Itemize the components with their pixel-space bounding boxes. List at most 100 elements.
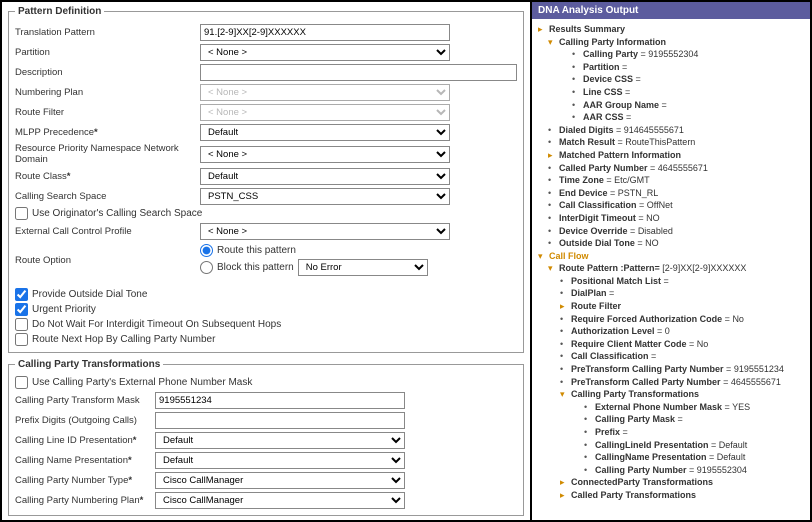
kv-key: Require Forced Authorization Code bbox=[571, 314, 722, 324]
css-select[interactable]: PSTN_CSS bbox=[200, 188, 450, 205]
called-pt-node[interactable]: Called Party Transformations bbox=[571, 489, 696, 502]
use-mask-checkbox[interactable] bbox=[15, 376, 28, 389]
bullet-icon bbox=[572, 48, 580, 61]
dna-tree: Results Summary Calling Party Informatio… bbox=[532, 19, 810, 506]
kv-key: Called Party Number bbox=[559, 163, 648, 173]
connected-pt-node[interactable]: ConnectedParty Transformations bbox=[571, 476, 713, 489]
prefix-input[interactable] bbox=[155, 412, 405, 429]
kv-key: Dialed Digits bbox=[559, 125, 614, 135]
bullet-icon bbox=[548, 199, 556, 212]
mask-input[interactable] bbox=[155, 392, 405, 409]
cpt-legend: Calling Party Transformations bbox=[15, 359, 163, 370]
kv-key: Route Pattern :Pattern= bbox=[559, 263, 660, 273]
results-summary-node[interactable]: Results Summary bbox=[549, 23, 625, 36]
kv-key: InterDigit Timeout bbox=[559, 213, 636, 223]
cname-label: Calling Name Presentation bbox=[15, 455, 155, 466]
bullet-icon bbox=[548, 187, 556, 200]
kv-val: PSTN_RL bbox=[618, 188, 659, 198]
mlpp-select[interactable]: Default bbox=[200, 124, 450, 141]
route-filter-node[interactable]: Route Filter bbox=[571, 300, 621, 313]
bullet-icon bbox=[548, 174, 556, 187]
provide-odt-checkbox[interactable] bbox=[15, 288, 28, 301]
kv-key: AAR CSS bbox=[583, 112, 624, 122]
kv-key: AAR Group Name bbox=[583, 100, 659, 110]
mpi-node[interactable]: Matched Pattern Information bbox=[559, 149, 681, 162]
use-orig-css-checkbox[interactable] bbox=[15, 207, 28, 220]
route-next-checkbox[interactable] bbox=[15, 333, 28, 346]
arrow-icon[interactable] bbox=[548, 262, 556, 275]
prefix-label: Prefix Digits (Outgoing Calls) bbox=[15, 415, 155, 426]
block-error-select[interactable]: No Error bbox=[298, 259, 428, 276]
kv-key: Match Result bbox=[559, 137, 615, 147]
description-input[interactable] bbox=[200, 64, 517, 81]
provide-odt-label: Provide Outside Dial Tone bbox=[32, 289, 147, 300]
block-this-radio[interactable] bbox=[200, 261, 213, 274]
kv-val: OffNet bbox=[647, 200, 673, 210]
urgent-checkbox[interactable] bbox=[15, 303, 28, 316]
kv-key: Line CSS bbox=[583, 87, 623, 97]
cname-select[interactable]: Default bbox=[155, 452, 405, 469]
css-label: Calling Search Space bbox=[15, 191, 200, 202]
cpnp-select[interactable]: Cisco CallManager bbox=[155, 492, 405, 509]
ext-ccp-select[interactable]: < None > bbox=[200, 223, 450, 240]
route-filter-select: < None > bbox=[200, 104, 450, 121]
kv-key: Calling Party bbox=[583, 49, 638, 59]
kv-val: No bbox=[697, 339, 709, 349]
route-this-radio[interactable] bbox=[200, 244, 213, 257]
no-wait-label: Do Not Wait For Interdigit Timeout On Su… bbox=[32, 319, 281, 330]
mask-label: Calling Party Transform Mask bbox=[15, 395, 155, 406]
kv-key: Authorization Level bbox=[571, 326, 655, 336]
cpnt-select[interactable]: Cisco CallManager bbox=[155, 472, 405, 489]
kv-key: DialPlan bbox=[571, 288, 607, 298]
bullet-icon bbox=[572, 61, 580, 74]
kv-key: Positional Match List bbox=[571, 276, 661, 286]
bullet-icon bbox=[572, 86, 580, 99]
arrow-icon[interactable] bbox=[538, 250, 546, 263]
arrow-icon[interactable] bbox=[548, 149, 556, 162]
kv-val: Default bbox=[719, 440, 748, 450]
no-wait-checkbox[interactable] bbox=[15, 318, 28, 331]
arrow-icon[interactable] bbox=[538, 23, 546, 36]
kv-val: 9195551234 bbox=[734, 364, 784, 374]
bullet-icon bbox=[548, 124, 556, 137]
kv-key: PreTransform Called Party Number bbox=[571, 377, 721, 387]
clid-select[interactable]: Default bbox=[155, 432, 405, 449]
arrow-icon[interactable] bbox=[560, 388, 568, 401]
rpnd-select[interactable]: < None > bbox=[200, 146, 450, 163]
arrow-icon[interactable] bbox=[560, 489, 568, 502]
bullet-icon bbox=[572, 73, 580, 86]
cpt2-node[interactable]: Calling Party Transformations bbox=[571, 388, 699, 401]
translation-pattern-input[interactable] bbox=[200, 24, 450, 41]
arrow-icon[interactable] bbox=[560, 476, 568, 489]
kv-val: NO bbox=[646, 213, 660, 223]
kv-key: Partition bbox=[583, 62, 620, 72]
kv-val: 9195552304 bbox=[648, 49, 698, 59]
kv-key: Device Override bbox=[559, 226, 628, 236]
left-panel: Pattern Definition Translation Pattern P… bbox=[2, 2, 530, 520]
call-flow-node[interactable]: Call Flow bbox=[549, 250, 589, 263]
route-filter-label: Route Filter bbox=[15, 107, 200, 118]
route-class-label: Route Class bbox=[15, 171, 200, 182]
partition-select[interactable]: < None > bbox=[200, 44, 450, 61]
cpnp-label: Calling Party Numbering Plan bbox=[15, 495, 155, 506]
arrow-icon[interactable] bbox=[548, 36, 556, 49]
route-class-select[interactable]: Default bbox=[200, 168, 450, 185]
kv-val: 0 bbox=[665, 326, 670, 336]
arrow-icon[interactable] bbox=[560, 300, 568, 313]
bullet-icon bbox=[560, 275, 568, 288]
kv-key: Calling Party Number bbox=[595, 465, 687, 475]
kv-val: Disabled bbox=[638, 226, 673, 236]
cpi-node[interactable]: Calling Party Information bbox=[559, 36, 666, 49]
cpt-fieldset: Calling Party Transformations Use Callin… bbox=[8, 359, 524, 516]
kv-val: RouteThisPattern bbox=[625, 137, 695, 147]
bullet-icon bbox=[560, 338, 568, 351]
bullet-icon bbox=[548, 225, 556, 238]
pattern-def-legend: Pattern Definition bbox=[15, 6, 104, 17]
kv-key: Prefix bbox=[595, 427, 620, 437]
ext-ccp-label: External Call Control Profile bbox=[15, 226, 200, 237]
route-this-label: Route this pattern bbox=[217, 245, 296, 256]
bullet-icon bbox=[548, 162, 556, 175]
bullet-icon bbox=[548, 212, 556, 225]
kv-key: Call Classification bbox=[571, 351, 649, 361]
urgent-label: Urgent Priority bbox=[32, 304, 96, 315]
